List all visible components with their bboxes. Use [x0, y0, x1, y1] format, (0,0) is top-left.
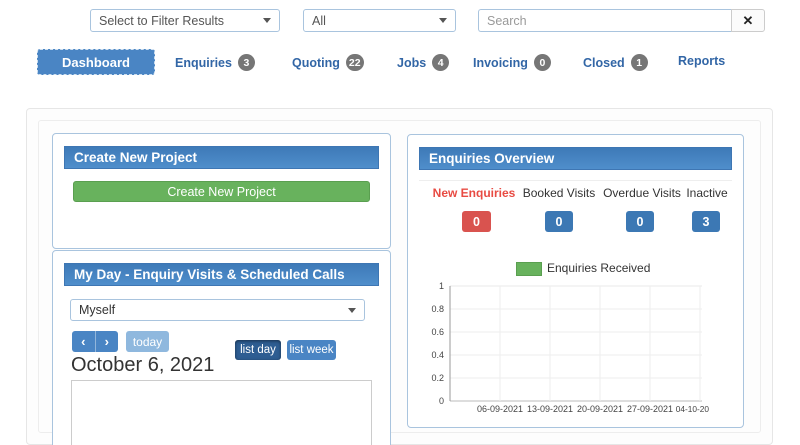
svg-text:0.8: 0.8 — [431, 304, 444, 314]
svg-text:0.4: 0.4 — [431, 350, 444, 360]
svg-text:13-09-2021: 13-09-2021 — [527, 404, 573, 413]
svg-text:0: 0 — [439, 396, 444, 406]
svg-text:04-10-2021: 04-10-2021 — [676, 404, 709, 413]
svg-text:27-09-2021: 27-09-2021 — [627, 404, 673, 413]
svg-text:0.6: 0.6 — [431, 327, 444, 337]
svg-text:0.2: 0.2 — [431, 373, 444, 383]
svg-text:1: 1 — [439, 281, 444, 291]
svg-text:20-09-2021: 20-09-2021 — [577, 404, 623, 413]
svg-text:06-09-2021: 06-09-2021 — [477, 404, 523, 413]
